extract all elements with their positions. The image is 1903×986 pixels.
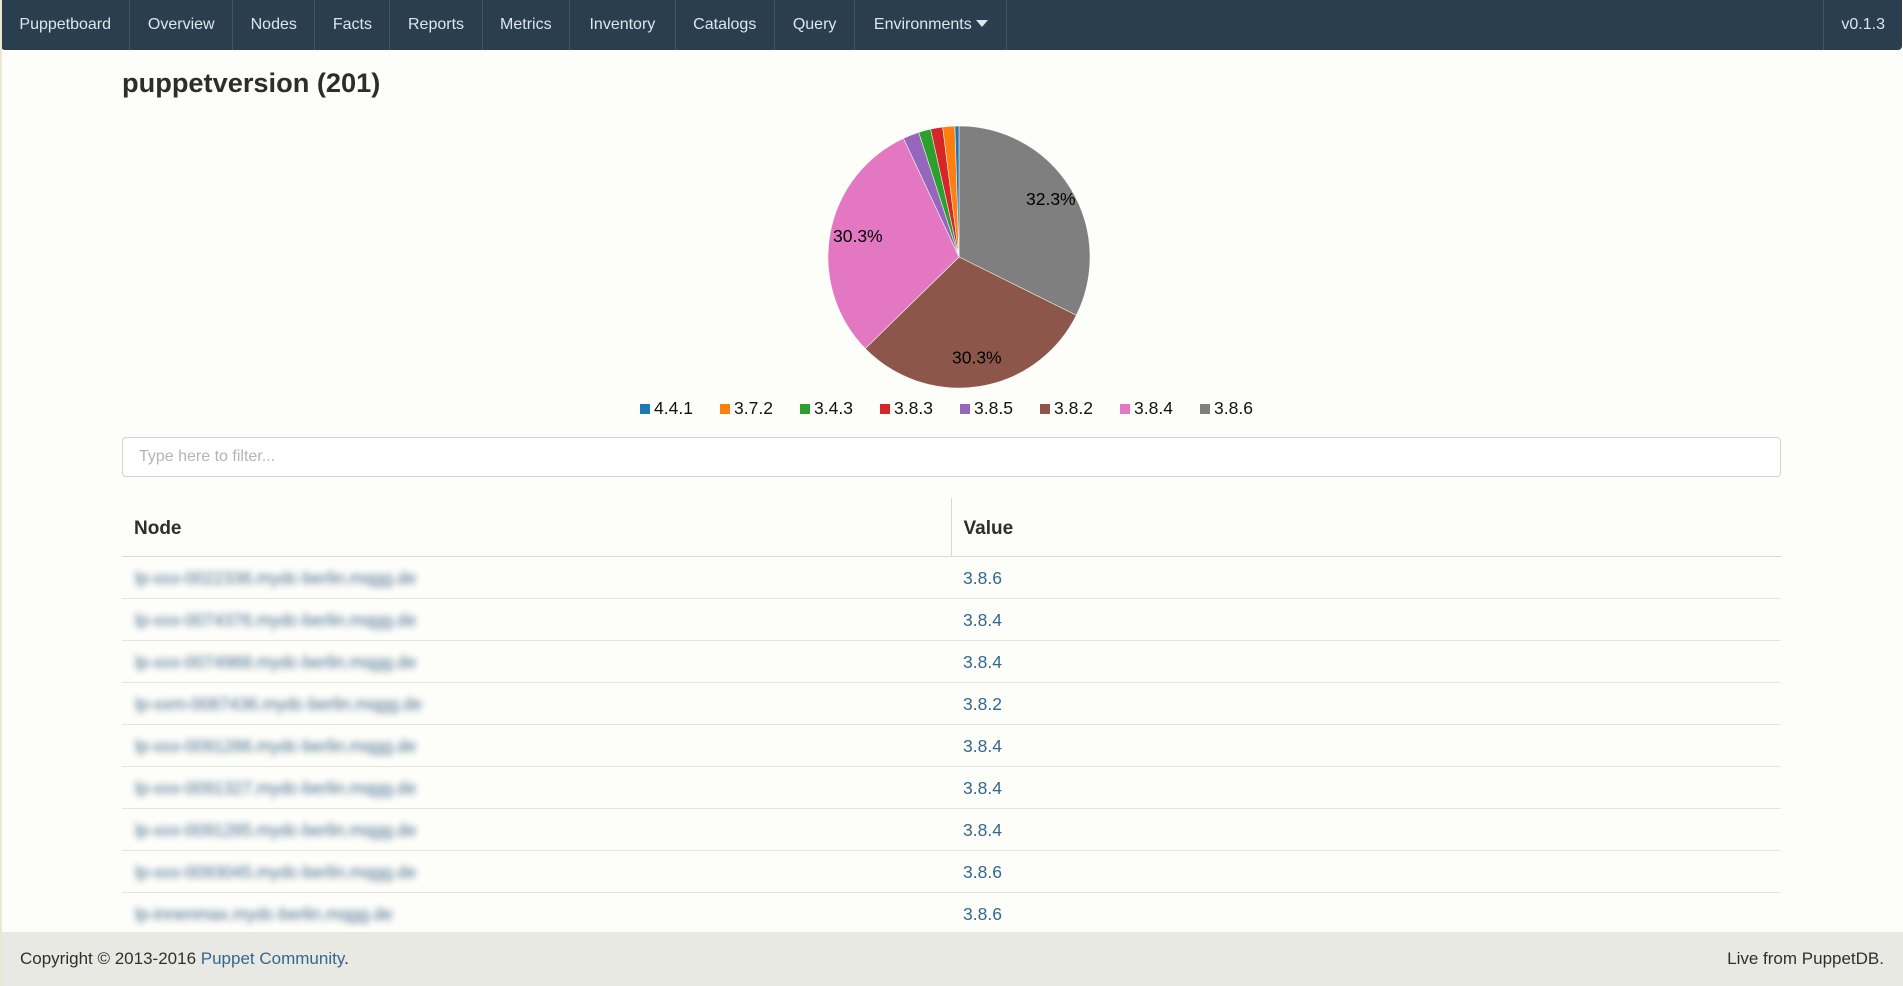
svg-text:32.3%: 32.3% [1026,189,1076,209]
svg-text:30.3%: 30.3% [833,226,883,246]
svg-text:30.3%: 30.3% [952,348,1002,368]
